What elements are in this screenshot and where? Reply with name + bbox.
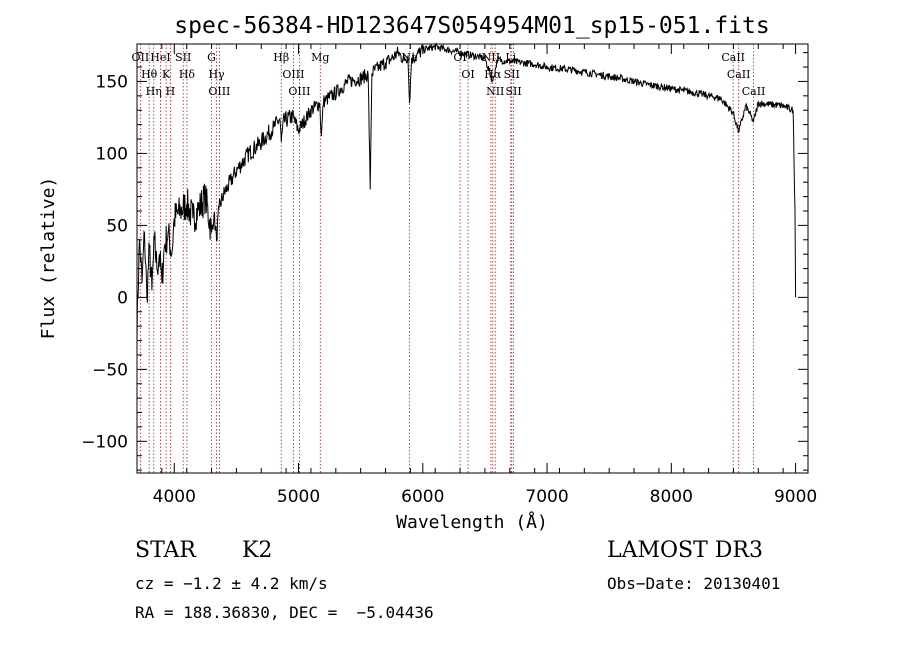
y-tick-label: −100 (81, 432, 128, 452)
x-tick-label: 6000 (401, 487, 444, 507)
line-label-5: H (166, 85, 176, 98)
line-label-7: Hδ (179, 68, 196, 81)
line-label-15: Na (401, 51, 418, 64)
line-label-20: NII (486, 85, 504, 98)
line-label-1: Hθ (141, 68, 158, 81)
spectrum-line (136, 42, 797, 344)
y-tick-label: 100 (96, 144, 128, 164)
line-label-12: OIII (282, 68, 304, 81)
line-label-16: OI (453, 51, 466, 64)
line-label-22: SII (504, 68, 520, 81)
x-tick-label: 9000 (774, 487, 817, 507)
line-label-8: G (207, 51, 216, 64)
x-axis-label: Wavelength (Å) (396, 511, 548, 533)
line-label-21: Li (505, 51, 516, 64)
redshift-label: cz = −1.2 ± 4.2 km/s (135, 574, 328, 593)
line-label-9: Hγ (208, 68, 225, 81)
line-label-2: Hη (146, 85, 162, 98)
line-label-26: CaII (742, 85, 766, 98)
x-tick-label: 5000 (277, 487, 320, 507)
obs-date-label: Obs−Date: 20130401 (607, 574, 781, 593)
y-tick-label: 0 (117, 288, 128, 308)
line-label-25: CaII (727, 68, 751, 81)
coordinates-label: RA = 188.36830, DEC = −5.04436 (135, 603, 434, 622)
y-axis-label: Flux (relative) (38, 177, 59, 340)
axis-ticks: 4000 5000 6000 7000 8000 9000 −100 −50 0 50 100 150 (81, 44, 817, 507)
line-label-19: Hα (484, 68, 502, 81)
x-tick-label: 4000 (153, 487, 196, 507)
spectrum-series (136, 42, 797, 344)
spectral-line-markers (139, 44, 754, 473)
x-tick-label: 7000 (525, 487, 568, 507)
line-label-0: OII (131, 51, 149, 64)
line-label-3: HeI (150, 51, 170, 64)
class-label: STAR (135, 538, 196, 563)
line-label-24: CaII (721, 51, 745, 64)
plot-frame (136, 43, 809, 474)
x-tick-label: 8000 (650, 487, 693, 507)
survey-label: LAMOST DR3 (607, 538, 763, 563)
chart-title: spec-56384-HD123647S054954M01_sp15-051.f… (174, 13, 769, 39)
y-tick-label: 150 (96, 72, 128, 92)
line-label-13: OIII (288, 85, 310, 98)
line-label-17: OI (461, 68, 474, 81)
line-label-23: SII (506, 85, 522, 98)
line-label-18: NII (482, 51, 500, 64)
line-label-10: OIII (208, 85, 230, 98)
line-label-4: K (162, 68, 171, 81)
line-label-6: SII (175, 51, 191, 64)
line-label-11: Hβ (273, 51, 289, 64)
line-label-14: Mg (311, 51, 329, 64)
y-tick-label: −50 (92, 360, 128, 380)
y-tick-label: 50 (106, 216, 128, 236)
subclass-label: K2 (242, 538, 273, 563)
line-labels: OII Hθ Hη HeI KH SII Hδ G Hγ OIII Hβ OIII OIII Mg Na OI… (131, 51, 765, 98)
